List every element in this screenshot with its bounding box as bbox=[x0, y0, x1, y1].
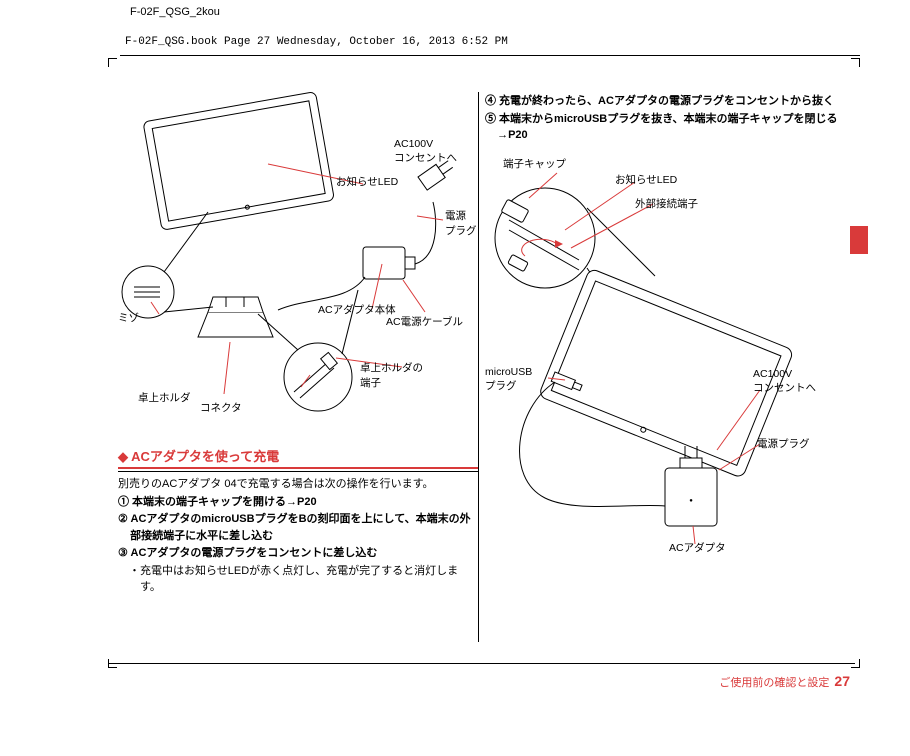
doc-title: F-02F_QSG_2kou bbox=[130, 6, 220, 18]
step-1: ① 本端末の端子キャップを開ける→P20 bbox=[118, 494, 478, 511]
label-led: お知らせLED bbox=[615, 172, 677, 187]
intro-text: 別売りのACアダプタ 04で充電する場合は次の操作を行います。 bbox=[118, 476, 478, 493]
svg-text:●: ● bbox=[689, 498, 693, 504]
top-rule bbox=[120, 55, 860, 56]
right-diagram: ● 端子キャップ お知らせLED 外部接続端子 microUSB プラグ AC1… bbox=[485, 148, 845, 558]
label-holder: 卓上ホルダ bbox=[138, 390, 191, 405]
step-note: ・充電中はお知らせLEDが赤く点灯し、充電が完了すると消灯します。 bbox=[118, 563, 478, 596]
label-terminal-cap: 端子キャップ bbox=[503, 156, 566, 171]
book-page-line: F-02F_QSG.book Page 27 Wednesday, Octobe… bbox=[125, 36, 508, 48]
page-footer: ご使用前の確認と設定 27 bbox=[719, 673, 850, 690]
label-holder-term: 卓上ホルダの 端子 bbox=[360, 360, 423, 390]
crop-mark bbox=[851, 58, 860, 67]
label-ext-term: 外部接続端子 bbox=[635, 196, 698, 211]
step-3: ③ ACアダプタの電源プラグをコンセントに差し込む bbox=[118, 545, 478, 562]
column-divider bbox=[478, 92, 479, 642]
step-5: ⑤ 本端末からmicroUSBプラグを抜き、本端末の端子キャップを閉じる→P20 bbox=[485, 111, 845, 144]
label-adapter-body: ACアダプタ本体 bbox=[318, 302, 396, 317]
label-connector: コネクタ bbox=[200, 400, 242, 415]
crop-mark bbox=[108, 659, 117, 668]
body-text: 別売りのACアダプタ 04で充電する場合は次の操作を行います。 ① 本端末の端子… bbox=[118, 476, 478, 596]
crop-mark bbox=[108, 58, 117, 67]
bottom-rule bbox=[108, 663, 855, 664]
step-2: ② ACアダプタのmicroUSBプラグをBの刻印面を上にして、本端末の外部接続… bbox=[118, 511, 478, 544]
label-ac100v: AC100V コンセントへ bbox=[394, 138, 457, 165]
section-rule bbox=[118, 467, 478, 472]
label-led: お知らせLED bbox=[336, 174, 398, 189]
label-groove: ミゾ bbox=[118, 310, 139, 325]
footer-page-number: 27 bbox=[834, 673, 850, 689]
label-power-cable: AC電源ケーブル bbox=[386, 314, 463, 329]
label-ac-adapter: ACアダプタ bbox=[669, 540, 726, 555]
section-heading: ◆ ACアダプタを使って充電 bbox=[118, 446, 478, 467]
label-ac100v: AC100V コンセントへ bbox=[753, 368, 816, 395]
step-4: ④ 充電が終わったら、ACアダプタの電源プラグをコンセントから抜く bbox=[485, 93, 845, 110]
left-diagram: AC100V コンセントへ お知らせLED 電源 プラグ ミゾ ACアダプタ本体… bbox=[118, 92, 478, 442]
crop-mark bbox=[851, 659, 860, 668]
label-plug: 電源 プラグ bbox=[445, 208, 477, 238]
label-microusb: microUSB プラグ bbox=[485, 366, 532, 393]
label-power-plug: 電源プラグ bbox=[757, 436, 810, 451]
footer-section: ご使用前の確認と設定 bbox=[719, 677, 829, 689]
body-text: ④ 充電が終わったら、ACアダプタの電源プラグをコンセントから抜く ⑤ 本端末か… bbox=[485, 93, 845, 144]
